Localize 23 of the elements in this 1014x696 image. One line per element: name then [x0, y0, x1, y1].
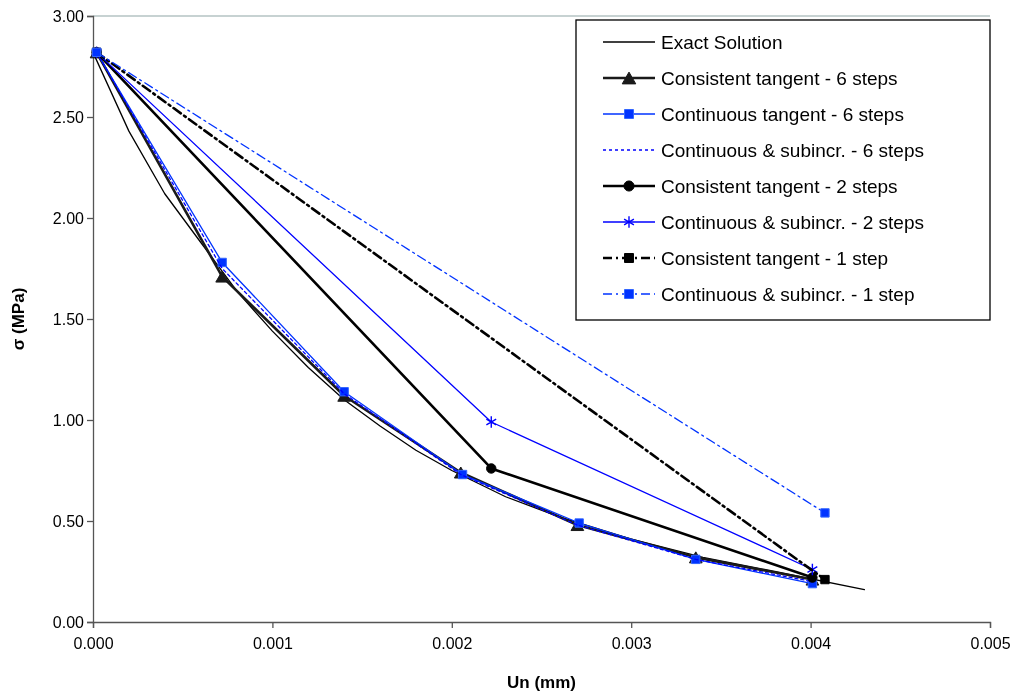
- legend-label: Consistent tangent - 1 step: [661, 247, 889, 269]
- legend-label: Continuous & subincr. - 1 step: [661, 283, 915, 305]
- legend-label: Continuous & subincr. - 6 steps: [661, 139, 924, 161]
- x-tick-label: 0.005: [970, 634, 1011, 652]
- x-axis-title: Un (mm): [507, 673, 576, 692]
- legend-label: Continuous tangent - 6 steps: [661, 103, 904, 125]
- x-tick-label: 0.001: [252, 634, 294, 652]
- x-tick-label: 0.000: [73, 634, 114, 652]
- y-tick-label: 0.50: [52, 512, 85, 530]
- legend-label: Continuous & subincr. - 2 steps: [661, 211, 924, 233]
- y-tick-label: 2.00: [52, 209, 85, 227]
- y-tick-label: 3.00: [52, 7, 85, 25]
- legend-label: Exact Solution: [661, 31, 783, 53]
- y-axis-title: σ (MPa): [9, 287, 28, 351]
- y-tick-label: 0.00: [52, 613, 85, 631]
- x-tick-label: 0.002: [432, 634, 473, 652]
- legend-label: Consistent tangent - 6 steps: [661, 67, 898, 89]
- x-tick-label: 0.004: [791, 634, 832, 652]
- x-tick-label: 0.003: [611, 634, 652, 652]
- y-tick-label: 1.00: [52, 411, 85, 429]
- y-tick-label: 2.50: [52, 108, 85, 126]
- legend-label: Consistent tangent - 2 steps: [661, 175, 898, 197]
- y-tick-label: 1.50: [52, 310, 85, 328]
